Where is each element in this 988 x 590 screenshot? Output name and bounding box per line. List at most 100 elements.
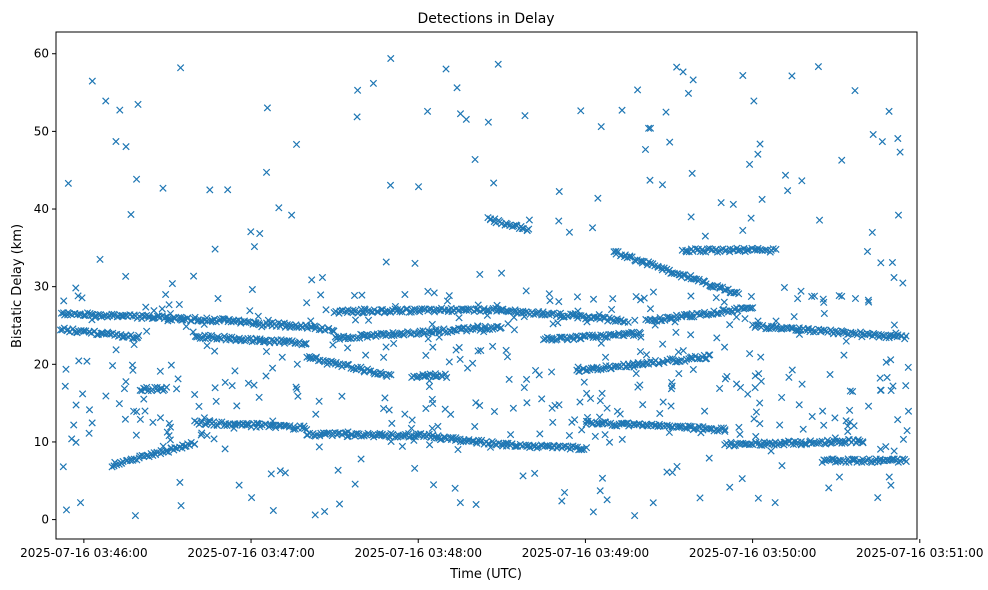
detection-point-1884 [767,324,775,332]
detection-point-1856 [750,415,758,423]
detection-point-1619 [510,313,518,322]
detection-point-1740 [490,407,499,416]
detection-point-2032 [268,364,277,372]
detection-point-409 [788,324,796,332]
detection-point-1673 [520,312,528,321]
detection-point-407 [786,324,795,332]
detection-point-1545 [814,63,823,71]
detection-point-177 [366,307,374,315]
detection-point-1881 [133,408,141,416]
detection-point-385 [749,304,757,312]
detection-point-1764 [636,381,644,389]
detection-point-1577 [887,386,895,395]
detection-point-1543 [603,496,611,504]
detection-point-1949 [712,293,720,302]
detection-point-1750 [140,395,148,403]
detection-point-2036 [455,343,463,352]
detection-point-1788 [360,331,369,339]
detection-point-1590 [882,358,890,366]
detection-point-798 [600,365,608,373]
detection-point-1466 [510,222,518,230]
detection-point-1924 [631,316,639,324]
detection-point-1712 [398,442,407,451]
detection-point-1887 [726,483,734,491]
detection-point-1910 [902,382,910,390]
detection-point-1533 [876,445,885,453]
detection-point-1995 [451,484,459,492]
detection-point-2020 [429,343,437,351]
detection-point-1781 [210,435,218,443]
detection-point-1621 [863,247,872,256]
detection-point-1593 [506,430,515,439]
detection-point-1852 [574,363,582,371]
detection-point-1674 [338,392,346,400]
detection-point-913 [702,280,710,288]
detection-point-1746 [582,389,591,398]
detection-point-1729 [705,454,713,462]
detection-point-1534 [118,311,127,320]
detection-point-1823 [838,156,846,164]
detection-point-1851 [781,171,790,179]
detection-point-1475 [525,225,533,233]
detection-point-1828 [321,430,329,438]
detection-point-1572 [598,474,607,482]
detection-point-1477 [820,456,828,464]
detection-point-794 [593,363,601,371]
detection-point-1560 [379,404,388,413]
detection-point-1222 [604,420,612,428]
detection-point-1872 [141,407,149,415]
detection-point-1634 [307,317,315,325]
chart-title: Detections in Delay [417,11,554,27]
detection-point-1654 [583,413,592,422]
detection-point-1926 [88,316,96,324]
detection-point-969 [743,246,752,255]
detection-point-1830 [248,285,257,294]
detection-point-1951 [750,97,758,105]
detection-point-1751 [509,404,517,412]
detection-point-1842 [896,148,904,156]
detection-point-1865 [174,375,182,383]
detection-point-1595 [751,384,759,392]
detection-point-1966 [269,417,277,425]
detection-point-1219 [598,418,607,427]
detection-point-443 [849,329,857,337]
y-tick-label-4: 40 [34,202,49,216]
detection-point-1970 [597,339,605,347]
detection-point-1748 [545,290,553,298]
detection-point-1690 [344,428,352,436]
detection-point-1716 [476,401,484,410]
detection-point-1756 [662,108,670,116]
detection-point-1563 [739,226,747,235]
detection-point-1874 [159,442,167,450]
detection-point-549 [244,334,252,343]
detection-point-1769 [586,394,595,403]
detection-point-1848 [668,468,677,477]
x-tick-label-1: 2025-07-16 03:47:00 [187,546,314,560]
detection-point-181 [373,307,381,316]
detection-point-1618 [334,466,342,474]
detection-point-1226 [611,421,619,430]
detection-point-1557 [607,305,616,314]
detection-point-1245 [644,422,652,430]
detection-point-1778 [436,435,445,444]
detection-point-211 [425,305,433,313]
detection-point-1862 [820,421,828,429]
detection-point-1744 [250,381,258,389]
detection-point-1168 [511,442,519,450]
detection-point-1802 [264,316,273,324]
detection-point-494 [93,330,101,339]
detection-point-1812 [547,368,556,376]
detection-point-1934 [715,384,724,393]
detection-point-2019 [864,402,873,410]
detection-point-2027 [589,295,598,303]
detection-point-1806 [488,342,497,350]
detection-point-1684 [407,424,416,433]
detection-point-1713 [751,372,759,380]
detection-point-1763 [738,474,746,483]
detection-point-1985 [378,430,386,438]
detection-point-1656 [736,430,744,439]
detection-point-1796 [646,176,654,184]
detection-point-1612 [254,312,262,320]
detection-point-714 [601,333,609,341]
detection-point-1566 [815,216,824,224]
